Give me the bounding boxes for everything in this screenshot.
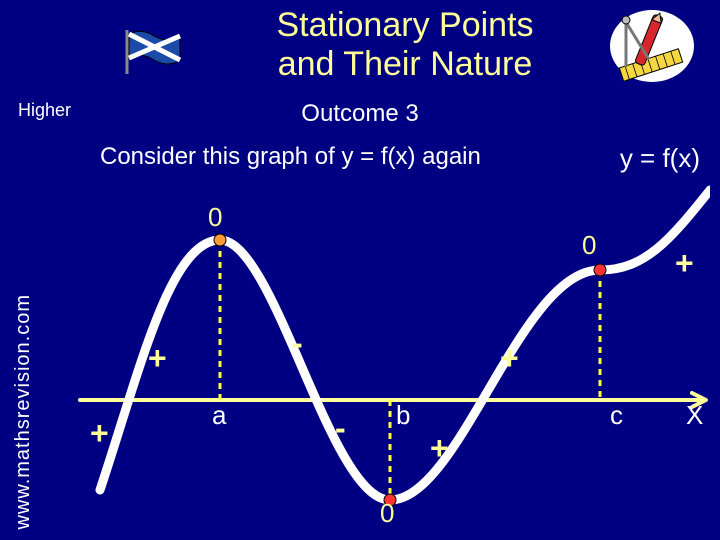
gradient-sign-3: - (335, 410, 346, 447)
gradient-sign-2: - (292, 325, 303, 362)
math-tools-icon (608, 6, 696, 91)
gradient-sign-6: + (675, 245, 694, 282)
zero-label-c: 0 (582, 230, 596, 261)
gradient-sign-4: + (430, 430, 449, 467)
gradient-sign-1: + (148, 340, 167, 377)
title-line-1: Stationary Points (276, 6, 533, 44)
point-label-b: b (396, 400, 410, 431)
scotland-flag-icon (124, 30, 184, 79)
gradient-sign-0: + (90, 415, 109, 452)
slide-title: Stationary Points and Their Nature (200, 6, 610, 84)
title-line-2: and Their Nature (278, 45, 533, 83)
website-url: www.mathsrevision.com (12, 294, 35, 530)
graph-area: 0 0 0 a b c X + + - - + + + (70, 170, 710, 530)
prompt-text: Consider this graph of y = f(x) again (100, 143, 481, 171)
point-label-a: a (212, 400, 226, 431)
zero-label-a: 0 (208, 202, 222, 233)
x-axis-label: X (686, 400, 703, 431)
outcome-label: Outcome 3 (0, 100, 720, 128)
zero-label-b: 0 (380, 498, 394, 529)
gradient-sign-5: + (500, 340, 519, 377)
point-label-c: c (610, 400, 623, 431)
